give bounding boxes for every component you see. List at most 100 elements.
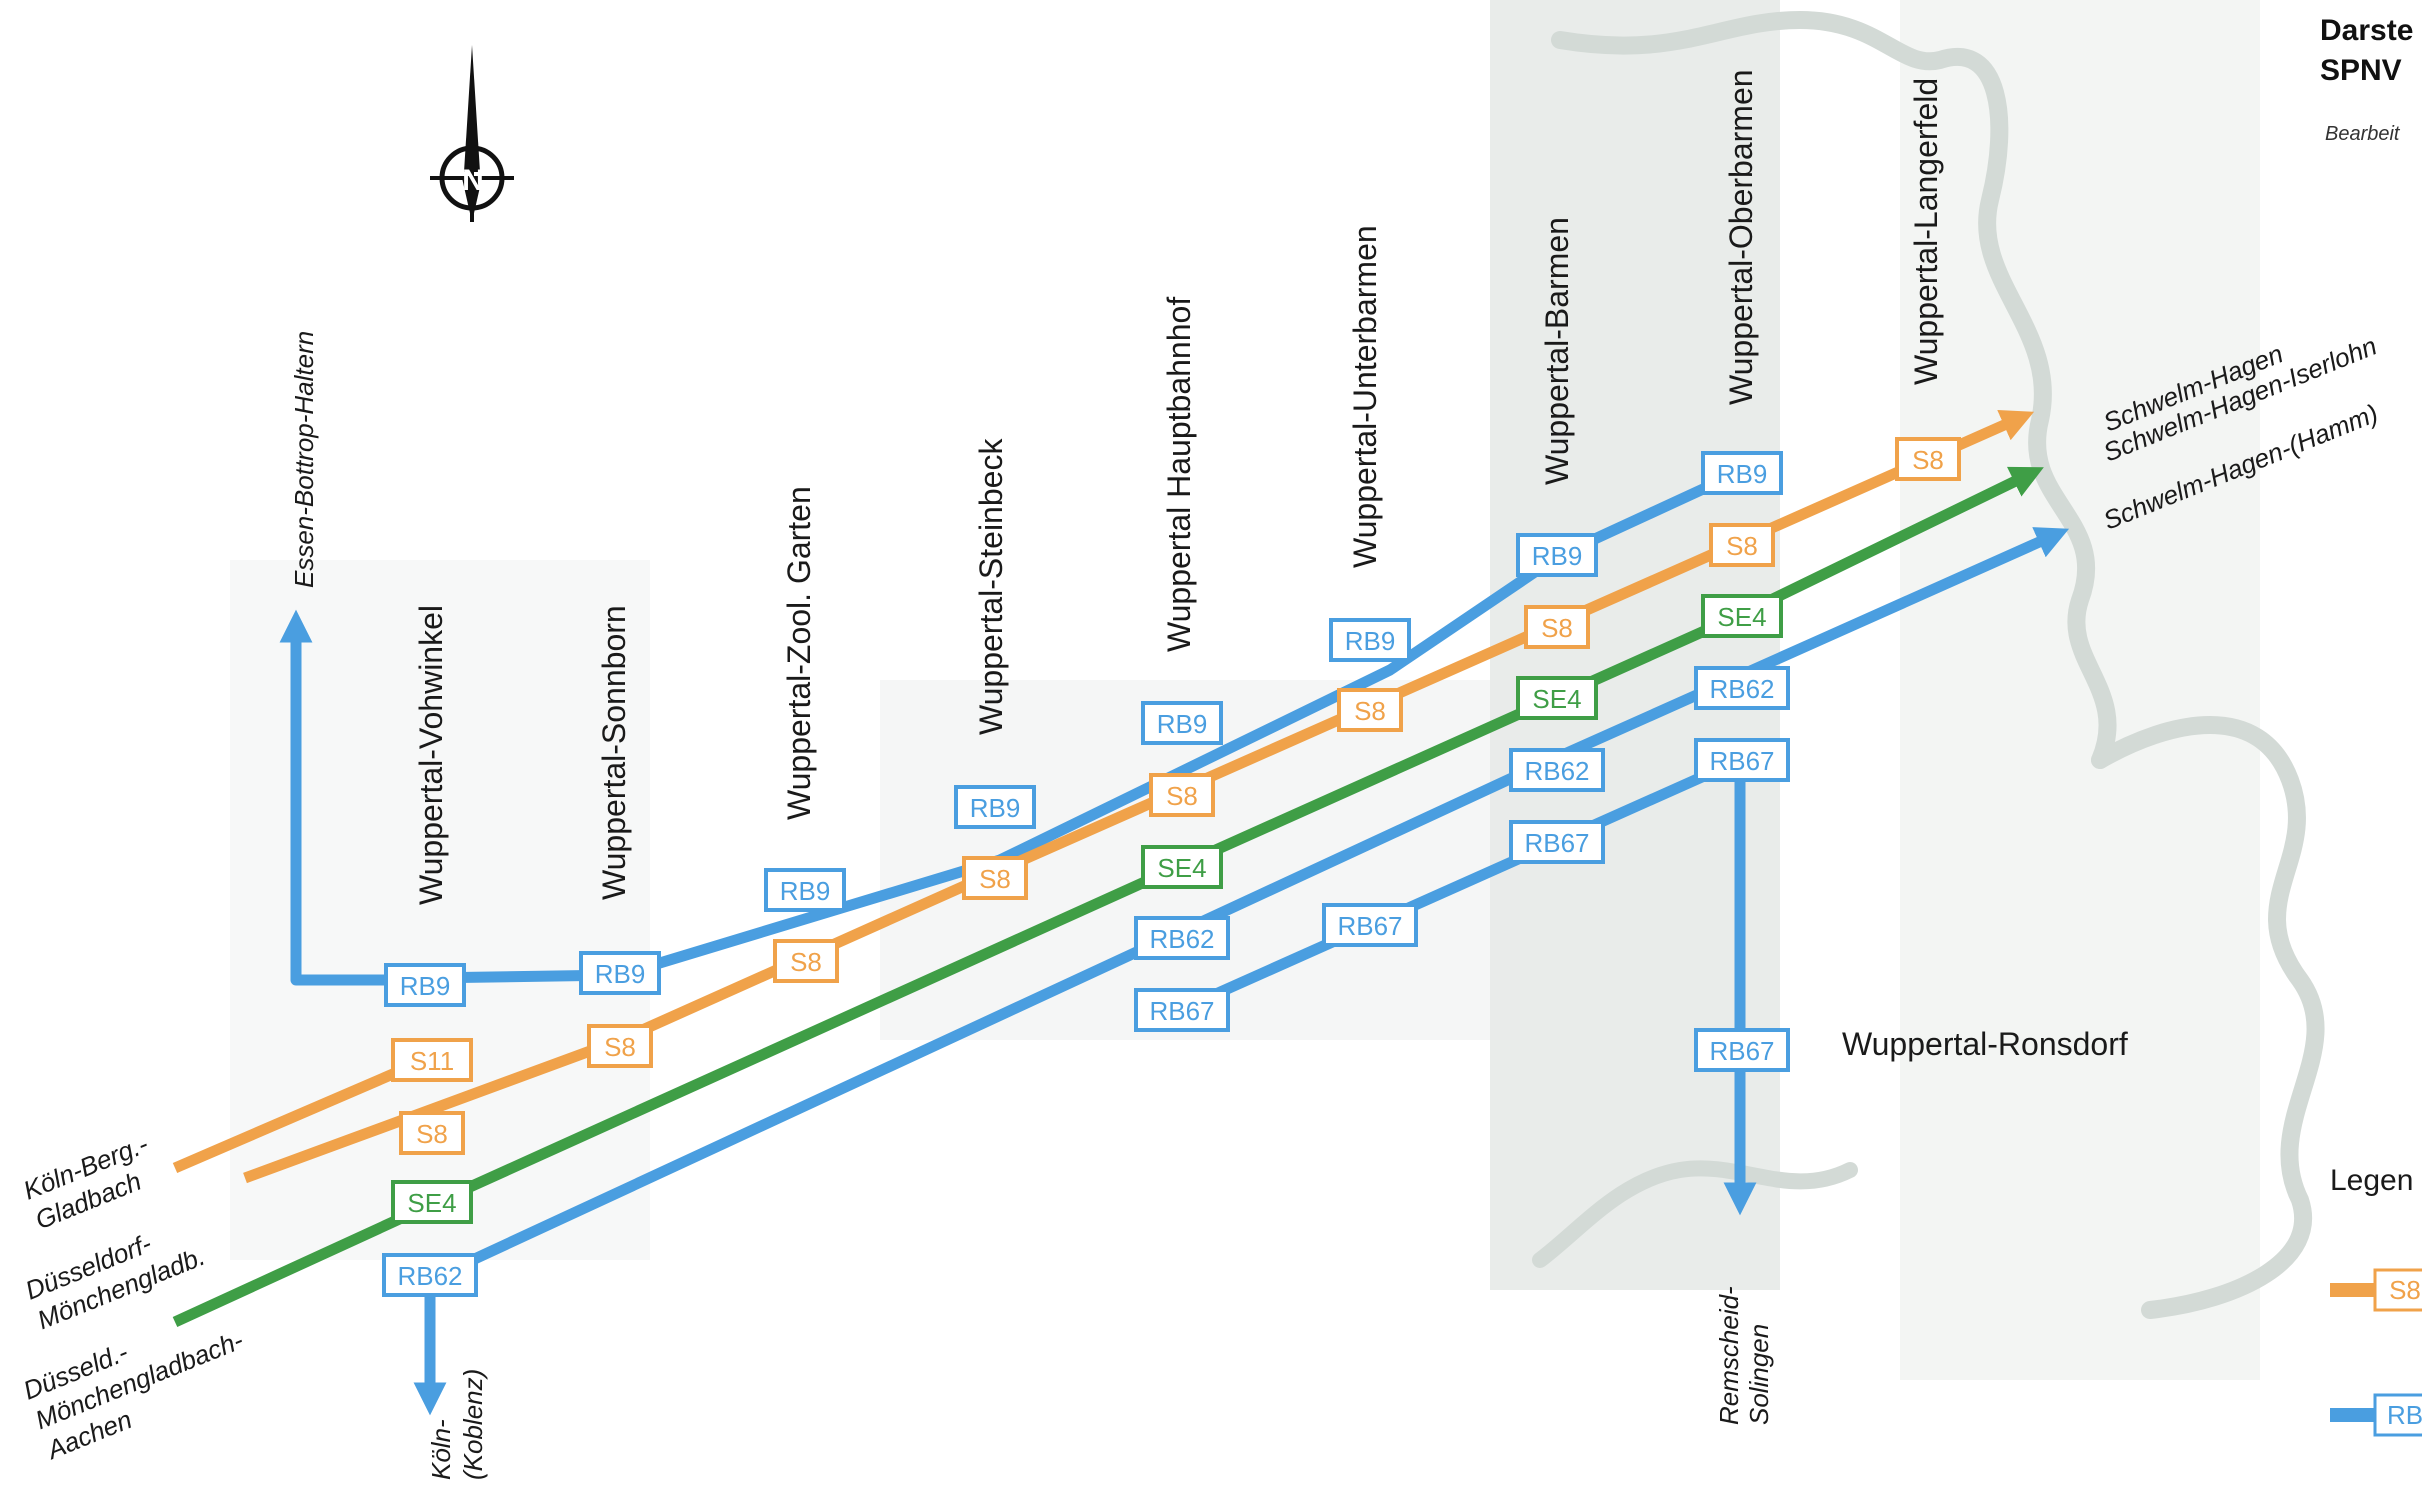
se4-badge-label: SE4 [1157, 853, 1206, 883]
rb9-badge-box [1516, 533, 1598, 577]
se4-badge-label: SE4 [407, 1188, 456, 1218]
rb67-badge: RB67 [1134, 988, 1230, 1032]
compass-letter: N [462, 164, 484, 197]
rb9-badge-label: RB9 [970, 793, 1021, 823]
rb9-badge-label: RB9 [400, 971, 451, 1001]
rb9-badge-box [1701, 451, 1783, 495]
station-oberbarmen: Wuppertal-Oberbarmen [1723, 69, 1759, 405]
s8-badge: S8 [1895, 437, 1961, 481]
s11-badge-label: S11 [410, 1046, 454, 1076]
legend-s-box [2373, 1268, 2422, 1312]
station-zoo: Wuppertal-Zool. Garten [781, 486, 817, 820]
s8-badge: S8 [399, 1111, 465, 1155]
rb9-badge: RB9 [764, 868, 846, 912]
rb62-badge-label: RB62 [1709, 674, 1774, 704]
rb9-badge-box [1329, 618, 1411, 662]
se4-badge: SE4 [1516, 676, 1598, 720]
s8-badge: S8 [1149, 773, 1215, 817]
rb62-badge: RB62 [1134, 916, 1230, 960]
s11-badge-box [391, 1038, 473, 1082]
station-unterbarmen: Wuppertal-Unterbarmen [1347, 225, 1383, 568]
station-sonnborn: Wuppertal-Sonnborn [596, 605, 632, 900]
s8-badge: S8 [1709, 523, 1775, 567]
s8-badge-label: S8 [1726, 531, 1758, 561]
rb67-badge-label: RB67 [1524, 828, 1589, 858]
rb62-badge: RB62 [1509, 748, 1605, 792]
rb9-badge-box [954, 785, 1036, 829]
rb9-badge: RB9 [1516, 533, 1598, 577]
rb67-badge-box [1134, 988, 1230, 1032]
s8-badge-box [587, 1024, 653, 1068]
rb9-badge: RB9 [1701, 451, 1783, 495]
river-outline [1551, 10, 2117, 769]
rb9-badge-label: RB9 [1157, 709, 1208, 739]
s8-badge: S8 [773, 939, 839, 983]
se4-badge-box [1516, 676, 1598, 720]
dest-koeln-koblenz-1: Köln- [426, 1419, 456, 1480]
rb9-badge: RB9 [579, 951, 661, 995]
s11-badge: S11 [391, 1038, 473, 1082]
rb62-badge: RB62 [1694, 666, 1790, 710]
legend-title: Legen [2330, 1164, 2413, 1197]
rb9-badge-label: RB9 [1532, 541, 1583, 571]
se4-badge: SE4 [1701, 594, 1783, 638]
s8-badge-label: S8 [416, 1119, 448, 1149]
legend-s-label: S8 [2389, 1275, 2421, 1305]
s8-badge-label: S8 [979, 864, 1011, 894]
header-title-1: Darste [2320, 14, 2413, 47]
s8-badge-label: S8 [604, 1032, 636, 1062]
rb9-badge-box [764, 868, 846, 912]
station-ronsdorf: Wuppertal-Ronsdorf [1842, 1026, 2128, 1062]
header-title-2: SPNV [2320, 54, 2402, 87]
rb67-badge-label: RB67 [1709, 1036, 1774, 1066]
s8-badge: S8 [1524, 605, 1590, 649]
rb9-badge-box [1141, 701, 1223, 745]
station-hbf: Wuppertal Hauptbahnhof [1161, 297, 1197, 652]
rb9-badge: RB9 [1329, 618, 1411, 662]
map-shade-band [1900, 0, 2260, 1380]
dest-remscheid-2: Solingen [1744, 1324, 1774, 1425]
rb67-badge-label: RB67 [1149, 996, 1214, 1026]
s8-badge-box [1524, 605, 1590, 649]
line-label-boxes: RB9 RB9 RB9 RB9 RB9 RB9 RB9 RB9 S11 S8 S… [382, 437, 1961, 1297]
s8-badge-box [1149, 773, 1215, 817]
dest-koeln-koblenz-2: (Koblenz) [458, 1369, 488, 1480]
rb9-badge-label: RB9 [780, 876, 831, 906]
s8-badge-box [1895, 437, 1961, 481]
route-rb67-line [1177, 754, 1743, 1016]
rb67-badge-label: RB67 [1709, 746, 1774, 776]
rb67-badge-box [1694, 1028, 1790, 1072]
river-outline [2091, 716, 2325, 1319]
se4-badge: SE4 [391, 1180, 473, 1224]
rb62-badge: RB62 [382, 1253, 478, 1297]
station-langerfeld: Wuppertal-Langerfeld [1908, 78, 1944, 385]
rb62-badge-box [382, 1253, 478, 1297]
dest-essen: Essen-Bottrop-Haltern [289, 331, 319, 588]
rb9-badge-box [384, 963, 466, 1007]
rb67-badge: RB67 [1322, 903, 1418, 947]
rb62-badge-label: RB62 [1524, 756, 1589, 786]
rb9-badge: RB9 [384, 963, 466, 1007]
map-background [230, 0, 2325, 1380]
s8-badge: S8 [1337, 688, 1403, 732]
rb62-badge-label: RB62 [397, 1261, 462, 1291]
legend: Legen S8 RB [2330, 1164, 2422, 1437]
route-rb62-line [437, 527, 2070, 1280]
se4-badge-box [391, 1180, 473, 1224]
rb9-badge-label: RB9 [1345, 626, 1396, 656]
legend-rb-label: RB [2387, 1400, 2422, 1430]
legend-rb-box [2373, 1393, 2422, 1437]
rb67-badge-box [1694, 738, 1790, 782]
rb9-badge-box [579, 951, 661, 995]
s8-badge-label: S8 [1541, 613, 1573, 643]
rb62-badge-box [1509, 748, 1605, 792]
header-subtitle: Bearbeit [2325, 123, 2401, 145]
se4-badge-label: SE4 [1532, 684, 1581, 714]
se4-badge: SE4 [1141, 845, 1223, 889]
rb67-badge-box [1322, 903, 1418, 947]
s8-badge-box [962, 856, 1028, 900]
s8-badge-label: S8 [1166, 781, 1198, 811]
station-vohwinkel: Wuppertal-Vohwinkel [413, 605, 449, 905]
rb67-badge: RB67 [1509, 820, 1605, 864]
